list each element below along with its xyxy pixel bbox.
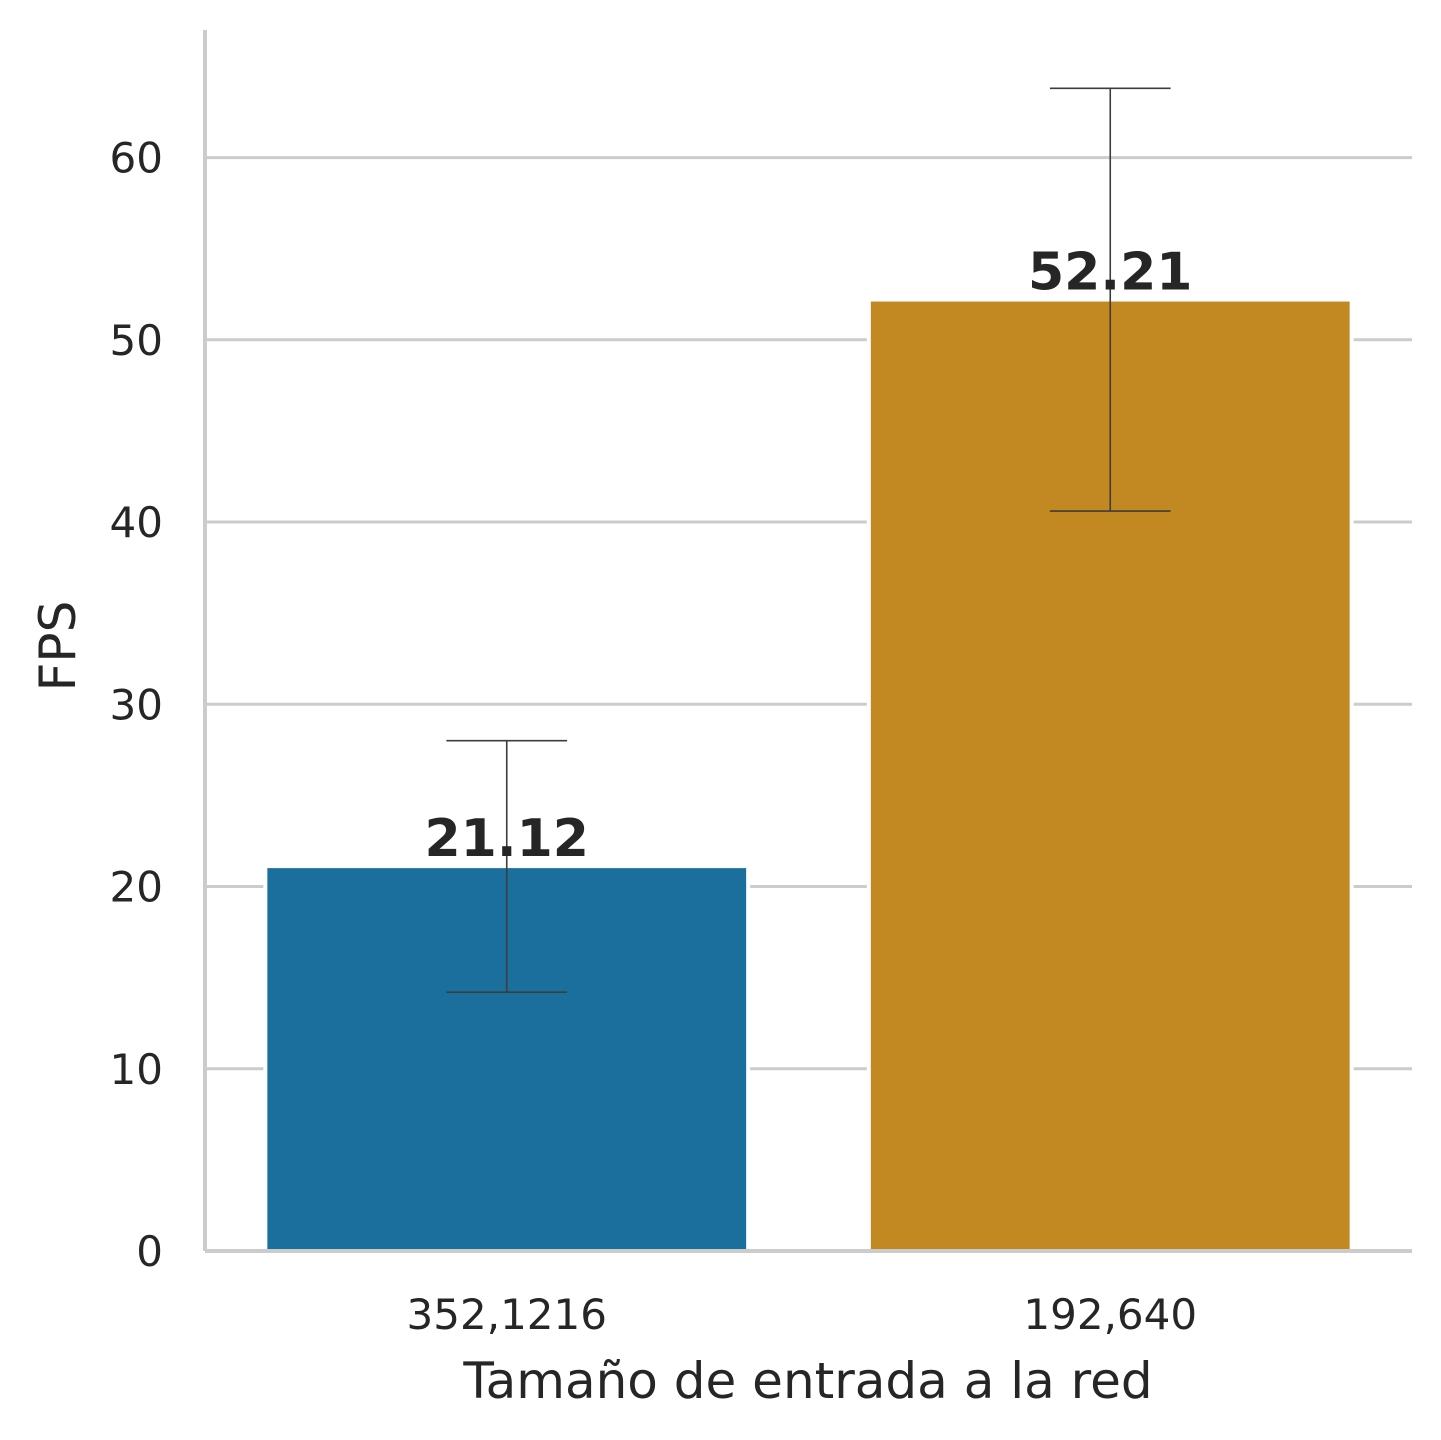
value-labels: 21.12 52.21: [425, 243, 1193, 870]
x-tick-label: 192,640: [1023, 1290, 1197, 1339]
axes: [203, 30, 1412, 1253]
y-tick-label: 50: [110, 316, 163, 365]
x-axis-label: Tamaño de entrada a la red: [462, 1352, 1152, 1410]
y-tick-label: 0: [136, 1227, 163, 1276]
y-tick-label: 60: [110, 134, 163, 183]
y-tick-label: 10: [110, 1045, 163, 1094]
value-label: 21.12: [425, 809, 589, 869]
tick-labels: 0 10 20 30 40 50 60 352,1216 192,640: [110, 134, 1198, 1339]
y-axis-label: FPS: [29, 601, 87, 692]
x-tick-label: 352,1216: [407, 1290, 607, 1339]
y-tick-label: 20: [110, 863, 163, 912]
error-bars: [446, 87, 1171, 994]
y-tick-label: 30: [110, 680, 163, 729]
value-label: 52.21: [1028, 243, 1192, 303]
y-tick-label: 40: [110, 498, 163, 547]
bars: [263, 297, 1354, 1253]
